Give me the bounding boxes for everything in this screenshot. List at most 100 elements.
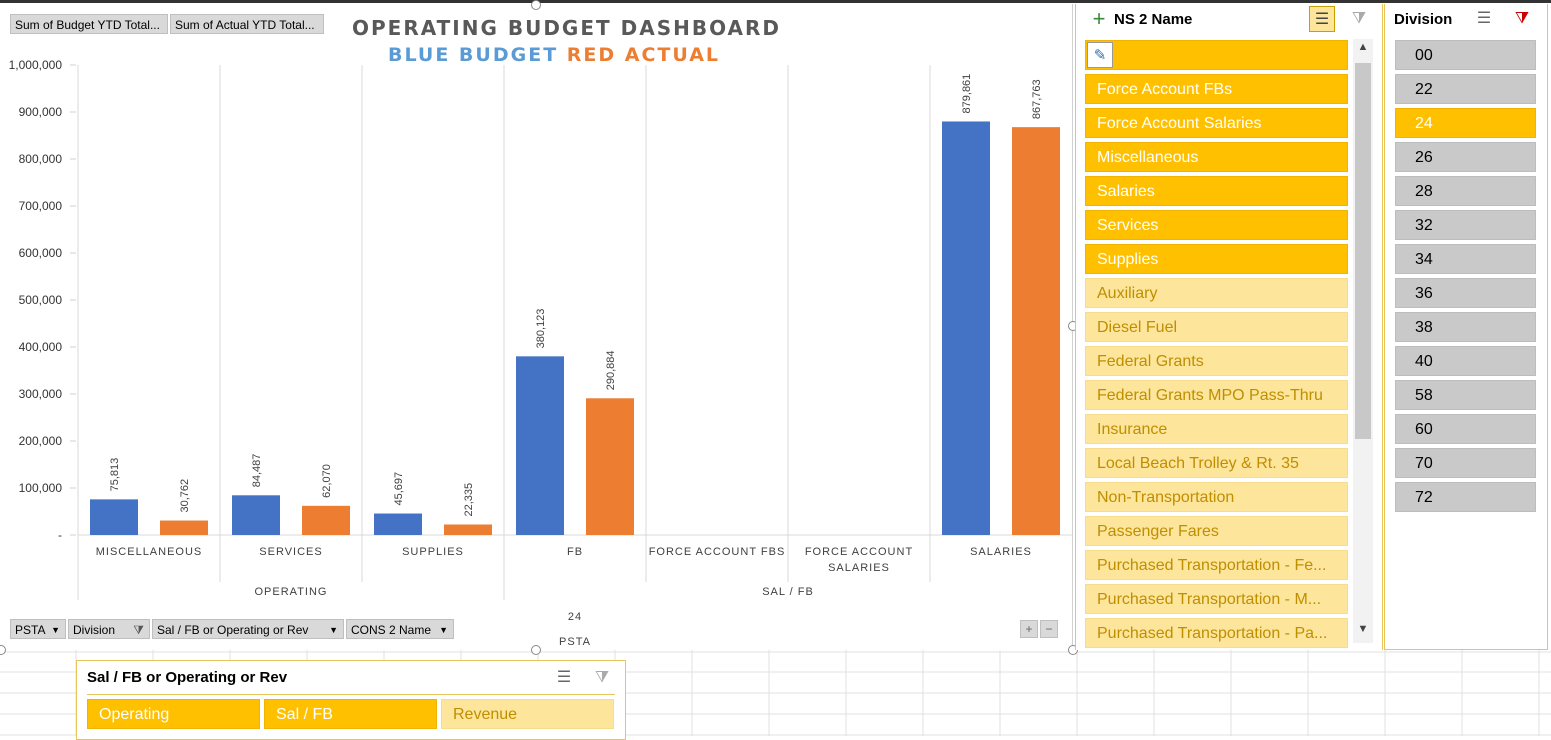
- multi-select-icon[interactable]: ☰: [1476, 10, 1492, 27]
- bar-data-label: 22,335: [463, 483, 475, 517]
- actual-value-field-button[interactable]: Sum of Actual YTD Total...: [170, 14, 324, 34]
- division-slicer[interactable]: Division ☰ ⧩ 00 22 24 26 28 32 34 36 38 40 58 60 70 7…: [1384, 4, 1548, 650]
- division-slicer-item[interactable]: 00: [1395, 40, 1536, 70]
- scroll-down-icon[interactable]: ▼: [1357, 623, 1369, 635]
- sal-slicer-title: Sal / FB or Operating or Rev: [87, 669, 288, 686]
- actual-bar[interactable]: [586, 398, 634, 535]
- slicer-divider: [87, 694, 615, 695]
- cons-slicer-item[interactable]: Supplies: [1085, 244, 1348, 274]
- division-slicer-item[interactable]: 28: [1395, 176, 1536, 206]
- scroll-up-icon[interactable]: ▲: [1357, 41, 1369, 53]
- sal-fb-slicer[interactable]: Sal / FB or Operating or Rev ☰ ⧩ Operati…: [76, 660, 626, 740]
- cons-slicer-item[interactable]: Federal Grants MPO Pass-Thru: [1085, 380, 1348, 410]
- cons-slicer-item[interactable]: Purchased Transportation - Fe...: [1085, 550, 1348, 580]
- x-category-label: SALARIES: [970, 546, 1032, 558]
- cons-slicer-item[interactable]: Purchased Transportation - Pa...: [1085, 618, 1348, 648]
- bar-data-label: 84,487: [251, 454, 263, 488]
- y-tick-label: 1,000,000: [9, 58, 63, 72]
- x-division-label: 24: [568, 611, 582, 623]
- division-slicer-item[interactable]: 72: [1395, 482, 1536, 512]
- bar-data-label: 380,123: [535, 309, 547, 349]
- division-slicer-title: Division: [1394, 11, 1453, 28]
- actual-bar[interactable]: [1012, 127, 1060, 535]
- actual-bar[interactable]: [160, 520, 208, 535]
- cons-slicer-item[interactable]: ✎: [1085, 40, 1348, 70]
- division-slicer-item[interactable]: 26: [1395, 142, 1536, 172]
- y-tick-label: 300,000: [19, 387, 63, 401]
- cons-slicer-item[interactable]: Federal Grants: [1085, 346, 1348, 376]
- cons-slicer-item[interactable]: Salaries: [1085, 176, 1348, 206]
- bar-data-label: 867,763: [1031, 79, 1043, 119]
- division-slicer-item[interactable]: 58: [1395, 380, 1536, 410]
- clear-filter-icon[interactable]: ⧩: [1351, 10, 1367, 27]
- division-slicer-item[interactable]: 32: [1395, 210, 1536, 240]
- division-slicer-item[interactable]: 36: [1395, 278, 1536, 308]
- resize-handle[interactable]: [1068, 645, 1078, 655]
- cons-slicer-item[interactable]: Local Beach Trolley & Rt. 35: [1085, 448, 1348, 478]
- sal-slicer-item[interactable]: Sal / FB: [264, 699, 437, 729]
- paintbrush-icon: ✎: [1087, 42, 1113, 68]
- division-slicer-item[interactable]: 22: [1395, 74, 1536, 104]
- division-slicer-item[interactable]: 34: [1395, 244, 1536, 274]
- dropdown-arrow-icon: ▼: [439, 625, 448, 635]
- x-category-label: SUPPLIES: [402, 546, 464, 558]
- cons-slicer-item[interactable]: Insurance: [1085, 414, 1348, 444]
- pivot-chart[interactable]: - 100,000 200,000 300,000 400,000 500,000 600,…: [0, 4, 1073, 650]
- resize-handle[interactable]: [531, 645, 541, 655]
- resize-handle[interactable]: [0, 645, 6, 655]
- cons-slicer-item[interactable]: Purchased Transportation - M...: [1085, 584, 1348, 614]
- cons-slicer-item[interactable]: Non-Transportation: [1085, 482, 1348, 512]
- division-field-button[interactable]: Division ⧩: [68, 619, 150, 639]
- division-slicer-item[interactable]: 38: [1395, 312, 1536, 342]
- division-slicer-item[interactable]: 60: [1395, 414, 1536, 444]
- multi-select-icon[interactable]: ☰: [556, 669, 572, 686]
- cons-field-button[interactable]: CONS 2 Name ▼: [346, 619, 454, 639]
- window-top-bar: [0, 0, 1551, 3]
- division-slicer-item[interactable]: 40: [1395, 346, 1536, 376]
- clear-filter-icon[interactable]: ⧩: [594, 669, 610, 686]
- budget-bar[interactable]: [232, 495, 280, 535]
- cons-slicer-item[interactable]: Auxiliary: [1085, 278, 1348, 308]
- collapse-field-button[interactable]: −: [1040, 620, 1058, 638]
- x-group-label: SAL / FB: [762, 586, 814, 598]
- y-tick-label: 100,000: [19, 481, 63, 495]
- clear-filter-icon[interactable]: ⧩: [1514, 10, 1530, 27]
- scroll-thumb[interactable]: [1355, 63, 1371, 439]
- sal-slicer-item[interactable]: Operating: [87, 699, 260, 729]
- cons-slicer-item[interactable]: Diesel Fuel: [1085, 312, 1348, 342]
- bar-data-label: 879,861: [961, 74, 973, 114]
- budget-bar[interactable]: [516, 356, 564, 535]
- bar-data-label: 75,813: [109, 458, 121, 492]
- cons-slicer-item[interactable]: Miscellaneous: [1085, 142, 1348, 172]
- x-category-label: FB: [567, 546, 583, 558]
- division-slicer-item[interactable]: 70: [1395, 448, 1536, 478]
- psta-field-button[interactable]: PSTA ▼: [10, 619, 66, 639]
- y-tick-label: 900,000: [19, 105, 63, 119]
- division-field-label: Division: [73, 623, 116, 637]
- bar-data-label: 290,884: [605, 351, 617, 391]
- cons-name-slicer[interactable]: + NS 2 Name ☰ ⧩ ✎ Force Account FBs Force …: [1075, 4, 1383, 650]
- sal-field-button[interactable]: Sal / FB or Operating or Rev ▼: [152, 619, 344, 639]
- slicer-scrollbar[interactable]: ▲ ▼: [1353, 39, 1373, 643]
- actual-bar[interactable]: [444, 524, 492, 535]
- cons-slicer-item[interactable]: Services: [1085, 210, 1348, 240]
- division-slicer-item[interactable]: 24: [1395, 108, 1536, 138]
- sal-slicer-item[interactable]: Revenue: [441, 699, 614, 729]
- dropdown-arrow-icon: ▼: [51, 625, 60, 635]
- multi-select-icon[interactable]: ☰: [1309, 6, 1335, 32]
- expand-field-button[interactable]: +: [1020, 620, 1038, 638]
- budget-bar[interactable]: [374, 513, 422, 535]
- budget-bar[interactable]: [90, 499, 138, 535]
- budget-bar[interactable]: [942, 121, 990, 535]
- y-tick-label: -: [58, 528, 62, 542]
- actual-bar[interactable]: [302, 505, 350, 535]
- cons-slicer-item[interactable]: Force Account Salaries: [1085, 108, 1348, 138]
- x-group-label: OPERATING: [255, 586, 328, 598]
- resize-handle[interactable]: [531, 0, 541, 10]
- budget-value-field-button[interactable]: Sum of Budget YTD Total...: [10, 14, 168, 34]
- cons-slicer-item[interactable]: Passenger Fares: [1085, 516, 1348, 546]
- subtitle-actual: RED ACTUAL: [566, 44, 721, 66]
- cons-slicer-title: NS 2 Name: [1114, 11, 1193, 28]
- cons-slicer-item[interactable]: Force Account FBs: [1085, 74, 1348, 104]
- chart-title: OPERATING BUDGET DASHBOARD: [352, 16, 782, 40]
